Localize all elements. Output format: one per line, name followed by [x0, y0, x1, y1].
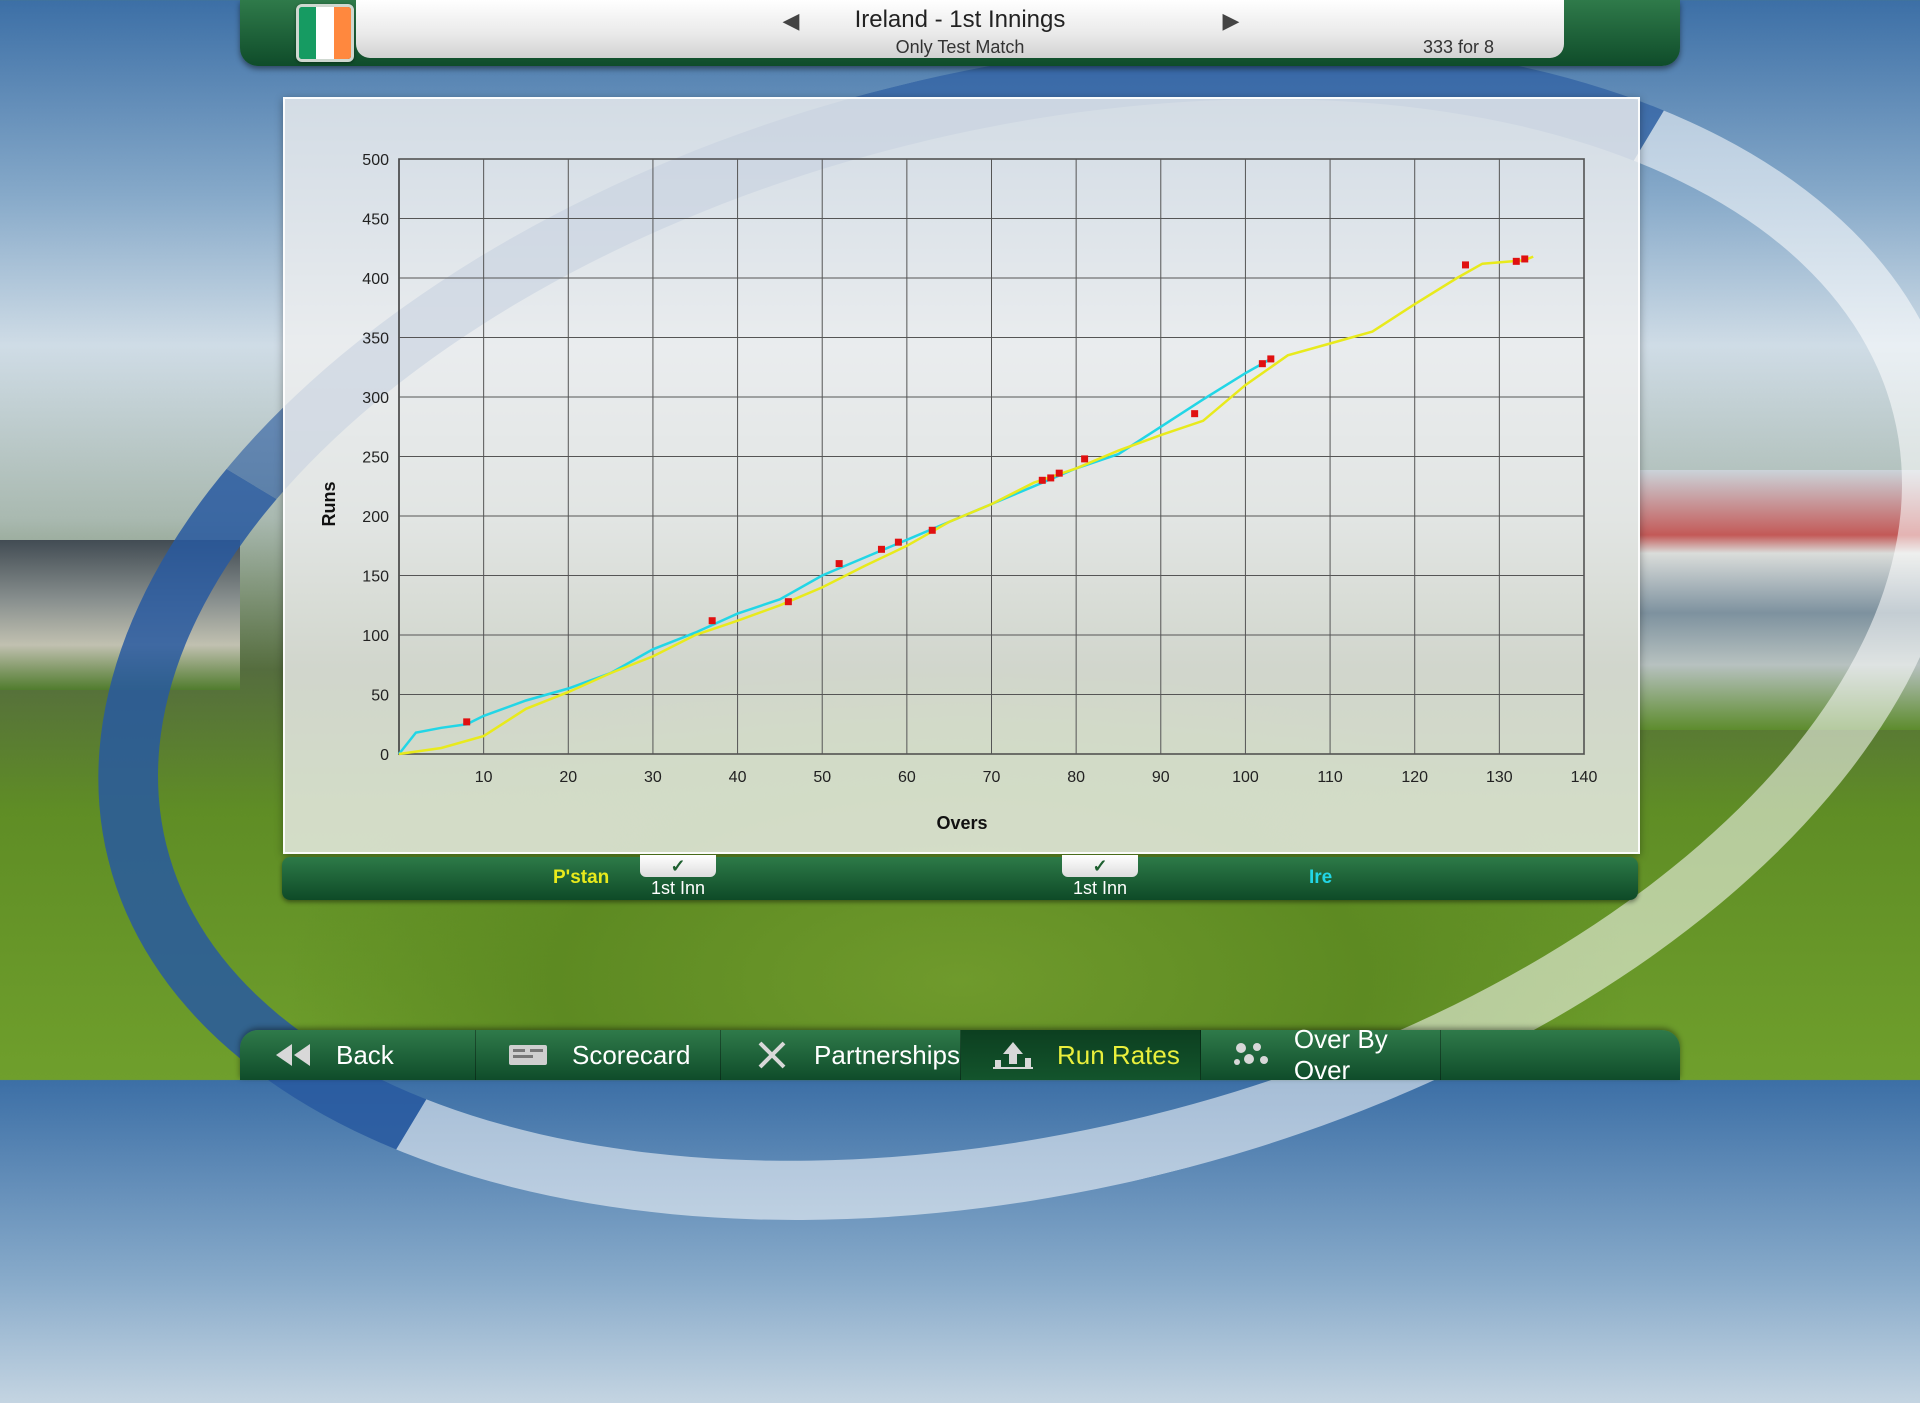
wicket-marker — [1055, 469, 1063, 477]
wicket-marker — [894, 538, 902, 546]
wicket-marker — [835, 560, 843, 568]
run-rate-chart-panel: 0 50 100 150 200 250 300 350 400 450 500 10 20 30 40 5… — [283, 97, 1640, 854]
series-line-ire — [398, 357, 1272, 755]
crossed-bats-icon — [751, 1040, 792, 1070]
scorecard-label: Scorecard — [572, 1039, 691, 1070]
check-icon: ✓ — [670, 856, 686, 876]
flag-stripe-white — [316, 7, 334, 59]
y-tick-label: 0 — [380, 747, 389, 764]
next-innings-arrow-icon[interactable]: ▶ — [1222, 8, 1240, 33]
x-tick-label: 40 — [729, 769, 747, 786]
y-tick-label: 50 — [371, 688, 389, 705]
wicket-marker — [1462, 261, 1469, 269]
run-rates-label: Run Rates — [1057, 1039, 1180, 1070]
flag-stripe-orange — [333, 7, 351, 59]
partnerships-tab[interactable]: Partnerships — [721, 1030, 961, 1080]
series-line-pstan — [398, 255, 1534, 756]
stadium-stand-left — [0, 540, 240, 690]
match-subtitle: Only Test Match — [895, 37, 1025, 57]
wicket-marker — [877, 545, 885, 553]
x-tick-label: 90 — [1152, 769, 1170, 786]
wicket-marker — [1258, 360, 1266, 368]
team-toggle-bar: P'stan ✓ 1st Inn ✓ 1st Inn Ire — [282, 855, 1638, 900]
x-tick-label: 110 — [1317, 769, 1343, 786]
check-icon: ✓ — [1092, 856, 1108, 876]
x-tick-label: 10 — [475, 769, 493, 786]
wicket-marker — [1512, 257, 1520, 265]
team-label-pakistan: P'stan — [553, 867, 610, 888]
ireland-1st-innings-toggle[interactable]: ✓ — [1062, 855, 1138, 877]
x-tick-label: 60 — [898, 769, 916, 786]
chart-series — [398, 255, 1534, 756]
x-tick-label: 30 — [644, 769, 662, 786]
y-tick-label: 450 — [362, 212, 389, 229]
innings-score: 333 for 8 — [1422, 37, 1494, 57]
x-axis-title: Overs — [936, 813, 987, 833]
wicket-marker — [1191, 410, 1199, 418]
wicket-marker — [1081, 455, 1089, 463]
x-tick-label: 70 — [983, 769, 1001, 786]
x-tick-label: 100 — [1232, 769, 1259, 786]
previous-innings-arrow-icon[interactable]: ◀ — [782, 8, 800, 33]
run-rate-chart: 0 50 100 150 200 250 300 350 400 450 500 10 20 30 40 5… — [319, 152, 1598, 833]
scorecard-icon — [506, 1040, 550, 1070]
back-label: Back — [336, 1039, 394, 1070]
cricket-balls-icon — [1231, 1040, 1272, 1070]
y-tick-label: 250 — [362, 450, 389, 467]
back-button[interactable]: Back — [240, 1030, 476, 1080]
ireland-flag-icon — [296, 4, 354, 62]
chart-arrow-icon — [991, 1040, 1035, 1070]
x-tick-label: 120 — [1401, 769, 1428, 786]
x-tick-label: 50 — [813, 769, 831, 786]
header-panel: ◀ Ireland - 1st Innings ▶ Only Test Matc… — [356, 0, 1564, 58]
y-tick-label: 500 — [362, 152, 389, 169]
over-by-over-label: Over By Over — [1293, 1024, 1388, 1085]
wicket-marker — [1521, 255, 1529, 263]
pakistan-1st-innings-toggle[interactable]: ✓ — [640, 855, 716, 877]
wicket-marker — [1047, 474, 1055, 482]
y-tick-label: 150 — [362, 569, 389, 586]
x-tick-label: 130 — [1486, 769, 1513, 786]
y-tick-label: 200 — [362, 509, 389, 526]
wicket-marker — [708, 617, 716, 625]
scorecard-tab[interactable]: Scorecard — [476, 1030, 721, 1080]
team-label-ireland: Ire — [1309, 867, 1333, 888]
innings-header: ◀ Ireland - 1st Innings ▶ Only Test Matc… — [240, 0, 1680, 66]
run-rates-tab[interactable]: Run Rates — [961, 1030, 1201, 1080]
pakistan-innings-label: 1st Inn — [650, 878, 706, 898]
bottom-navigation: Back Scorecard Partnerships Run Rates Ov… — [240, 1024, 1680, 1085]
y-axis-title: Runs — [319, 482, 339, 527]
chart-grid — [398, 158, 1585, 755]
x-tick-label: 140 — [1571, 769, 1598, 786]
ireland-innings-label: 1st Inn — [1072, 878, 1128, 898]
wicket-marker — [1038, 476, 1046, 484]
innings-title: Ireland - 1st Innings — [854, 6, 1066, 33]
wicket-marker — [784, 598, 792, 606]
flag-stripe-green — [299, 7, 317, 59]
over-by-over-tab[interactable]: Over By Over — [1201, 1024, 1441, 1085]
wicket-marker — [928, 526, 936, 534]
y-tick-label: 100 — [362, 628, 389, 645]
y-tick-label: 350 — [362, 331, 389, 348]
stadium-stand-right — [1640, 470, 1920, 730]
wicket-marker — [463, 718, 471, 726]
wicket-marker — [1267, 355, 1275, 363]
partnerships-label: Partnerships — [814, 1039, 960, 1070]
x-tick-label: 80 — [1067, 769, 1085, 786]
y-tick-label: 400 — [362, 271, 389, 288]
wicket-markers — [463, 255, 1529, 726]
y-tick-label: 300 — [362, 390, 389, 407]
x-axis-ticks: 10 20 30 40 50 60 70 80 90 100 110 120 130 140 — [475, 769, 1598, 786]
rewind-back-icon — [270, 1040, 314, 1070]
x-tick-label: 20 — [559, 769, 577, 786]
y-axis-ticks: 0 50 100 150 200 250 300 350 400 450 500 — [362, 152, 389, 764]
